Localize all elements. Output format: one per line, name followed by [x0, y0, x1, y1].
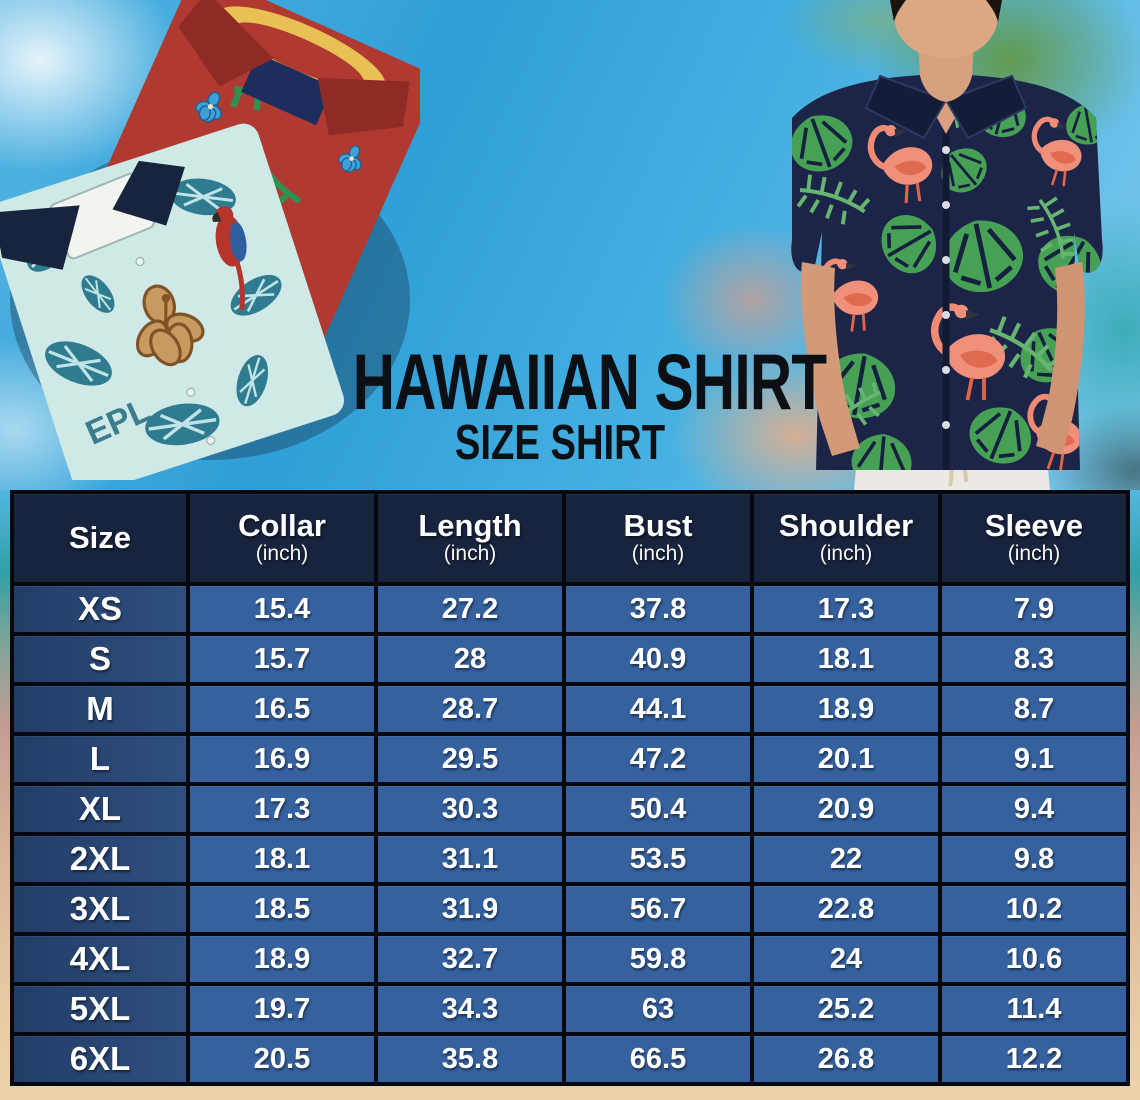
hero-photo: EPL HAWAIIAN SHIRT SIZE SHIRT — [0, 0, 1140, 490]
length-value-cell: 31.1 — [378, 836, 562, 882]
sleeve-value-cell: 10.2 — [942, 886, 1126, 932]
length-value-cell: 27.2 — [378, 586, 562, 632]
bust-value-cell: 44.1 — [566, 686, 750, 732]
column-header-shoulder: Shoulder (inch) — [754, 494, 938, 582]
collar-value-cell: 18.1 — [190, 836, 374, 882]
collar-value-cell: 18.9 — [190, 936, 374, 982]
sleeve-value-cell: 9.8 — [942, 836, 1126, 882]
shoulder-value-cell: 22 — [754, 836, 938, 882]
collar-value-cell: 17.3 — [190, 786, 374, 832]
size-label-cell: 6XL — [14, 1036, 186, 1082]
column-header-bust: Bust (inch) — [566, 494, 750, 582]
column-header-sleeve: Sleeve (inch) — [942, 494, 1126, 582]
sleeve-value-cell: 9.4 — [942, 786, 1126, 832]
size-label-cell: 5XL — [14, 986, 186, 1032]
collar-value-cell: 15.7 — [190, 636, 374, 682]
length-value-cell: 35.8 — [378, 1036, 562, 1082]
size-label-cell: 2XL — [14, 836, 186, 882]
length-value-cell: 34.3 — [378, 986, 562, 1032]
column-header-collar: Collar (inch) — [190, 494, 374, 582]
column-header-label: Length — [418, 507, 522, 543]
shoulder-value-cell: 25.2 — [754, 986, 938, 1032]
column-header-unit: (inch) — [443, 542, 497, 566]
shirt-buttons — [942, 146, 950, 429]
title-subtitle: SIZE SHIRT — [454, 415, 666, 470]
shoulder-value-cell: 20.1 — [754, 736, 938, 782]
sleeve-value-cell: 11.4 — [942, 986, 1126, 1032]
size-label-cell: 3XL — [14, 886, 186, 932]
column-header-size: Size — [14, 494, 186, 582]
page-title: HAWAIIAN SHIRT SIZE SHIRT — [280, 337, 840, 470]
model-photo — [791, 0, 1103, 490]
bust-value-cell: 40.9 — [566, 636, 750, 682]
title-main: HAWAIIAN SHIRT — [352, 337, 827, 426]
shoulder-value-cell: 20.9 — [754, 786, 938, 832]
sleeve-value-cell: 8.3 — [942, 636, 1126, 682]
shoulder-value-cell: 18.1 — [754, 636, 938, 682]
length-value-cell: 29.5 — [378, 736, 562, 782]
size-label-cell: XS — [14, 586, 186, 632]
folded-shirts-photo: EPL — [0, 0, 420, 480]
bust-value-cell: 50.4 — [566, 786, 750, 832]
model-right-arm — [800, 262, 860, 456]
column-header-label: Sleeve — [984, 507, 1084, 543]
bust-value-cell: 47.2 — [566, 736, 750, 782]
size-label-cell: XL — [14, 786, 186, 832]
shirt-collar — [864, 74, 948, 140]
model-chin — [890, 0, 1002, 58]
column-header-label: Size — [68, 519, 132, 555]
model-hair — [890, 0, 1002, 22]
bust-value-cell: 66.5 — [566, 1036, 750, 1082]
collar-value-cell: 19.7 — [190, 986, 374, 1032]
sleeve-value-cell: 8.7 — [942, 686, 1126, 732]
column-header-unit: (inch) — [631, 542, 685, 566]
column-header-unit: (inch) — [255, 542, 309, 566]
size-label-cell: L — [14, 736, 186, 782]
collar-value-cell: 16.9 — [190, 736, 374, 782]
bust-value-cell: 63 — [566, 986, 750, 1032]
length-value-cell: 28.7 — [378, 686, 562, 732]
size-chart-table: Size Collar (inch) Length (inch) Bust (i… — [10, 490, 1130, 1086]
size-label-cell: M — [14, 686, 186, 732]
length-value-cell: 28 — [378, 636, 562, 682]
column-header-length: Length (inch) — [378, 494, 562, 582]
length-value-cell: 32.7 — [378, 936, 562, 982]
bust-value-cell: 59.8 — [566, 936, 750, 982]
sleeve-value-cell: 9.1 — [942, 736, 1126, 782]
column-header-label: Shoulder — [778, 507, 914, 543]
bust-value-cell: 37.8 — [566, 586, 750, 632]
collar-value-cell: 20.5 — [190, 1036, 374, 1082]
model-left-arm — [1036, 262, 1085, 454]
column-header-label: Collar — [238, 507, 326, 543]
column-header-unit: (inch) — [819, 542, 873, 566]
sleeve-value-cell: 10.6 — [942, 936, 1126, 982]
size-label-cell: S — [14, 636, 186, 682]
column-header-label: Bust — [623, 507, 693, 543]
sleeve-value-cell: 7.9 — [942, 586, 1126, 632]
column-header-unit: (inch) — [1007, 542, 1061, 566]
teal-hawaiian-shirt: EPL — [0, 123, 345, 480]
shoulder-value-cell: 18.9 — [754, 686, 938, 732]
shoulder-value-cell: 24 — [754, 936, 938, 982]
length-value-cell: 31.9 — [378, 886, 562, 932]
sleeve-value-cell: 12.2 — [942, 1036, 1126, 1082]
collar-value-cell: 18.5 — [190, 886, 374, 932]
collar-value-cell: 15.4 — [190, 586, 374, 632]
size-label-cell: 4XL — [14, 936, 186, 982]
shoulder-value-cell: 22.8 — [754, 886, 938, 932]
collar-value-cell: 16.5 — [190, 686, 374, 732]
bust-value-cell: 56.7 — [566, 886, 750, 932]
shoulder-value-cell: 17.3 — [754, 586, 938, 632]
shoulder-value-cell: 26.8 — [754, 1036, 938, 1082]
bust-value-cell: 53.5 — [566, 836, 750, 882]
length-value-cell: 30.3 — [378, 786, 562, 832]
